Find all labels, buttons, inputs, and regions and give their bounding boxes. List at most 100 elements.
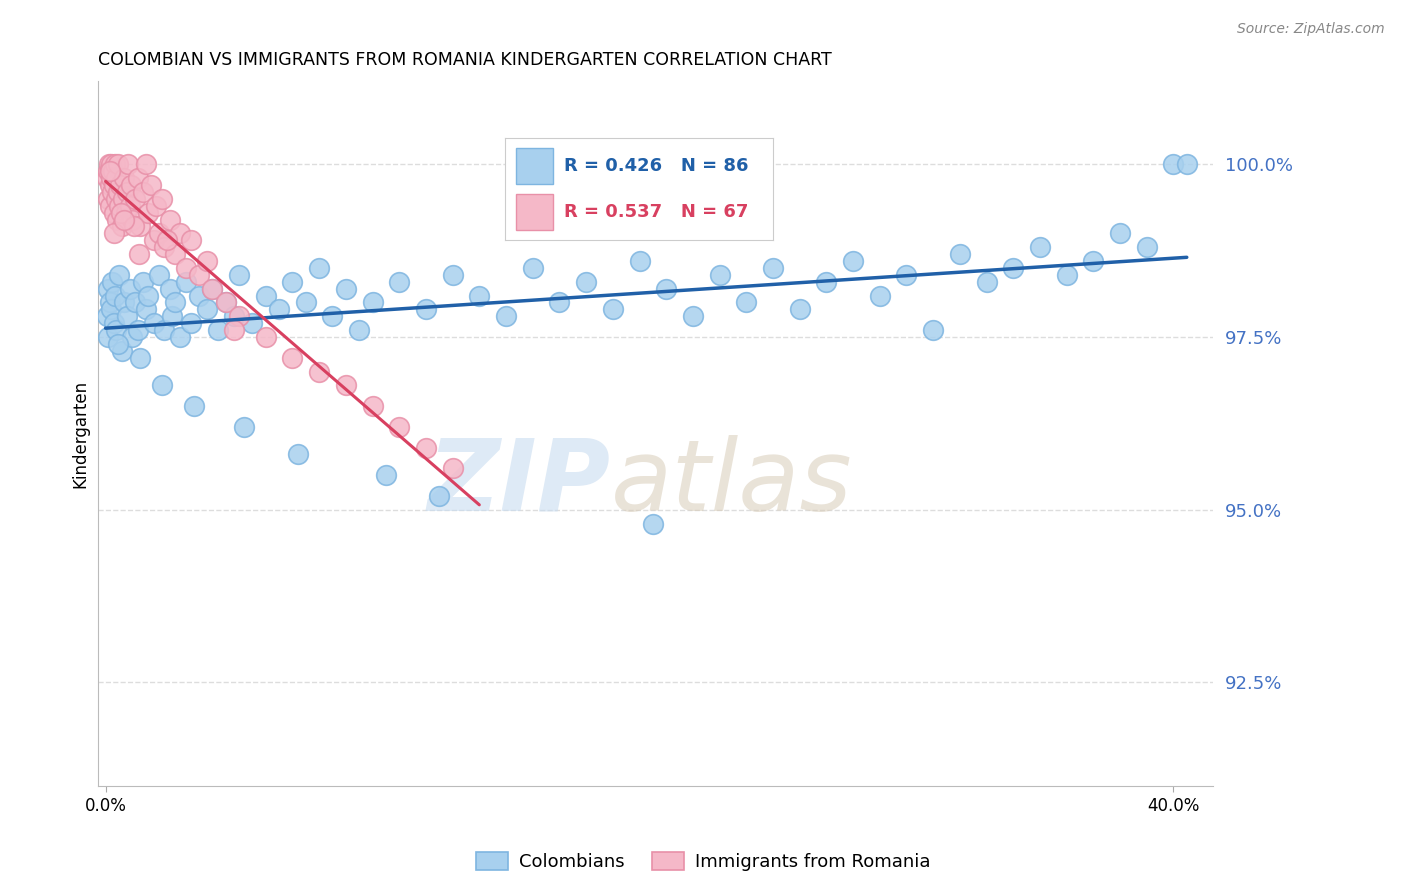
Y-axis label: Kindergarten: Kindergarten	[72, 380, 89, 488]
Point	[388, 275, 411, 289]
Point	[169, 227, 191, 241]
Point	[127, 323, 149, 337]
Point	[682, 310, 704, 324]
Point	[195, 254, 218, 268]
Point	[135, 157, 157, 171]
Point	[347, 323, 370, 337]
Point	[103, 178, 125, 192]
Point	[136, 288, 159, 302]
Point	[180, 233, 202, 247]
Point	[602, 302, 624, 317]
Point	[108, 199, 131, 213]
Point	[548, 295, 571, 310]
Point	[124, 295, 146, 310]
Point	[132, 185, 155, 199]
Point	[415, 441, 437, 455]
Text: atlas: atlas	[610, 434, 852, 532]
Text: COLOMBIAN VS IMMIGRANTS FROM ROMANIA KINDERGARTEN CORRELATION CHART: COLOMBIAN VS IMMIGRANTS FROM ROMANIA KIN…	[97, 51, 831, 69]
Point	[110, 178, 132, 192]
Point	[254, 330, 277, 344]
Point	[107, 185, 129, 199]
Point	[115, 185, 138, 199]
Point	[468, 288, 491, 302]
Point	[163, 247, 186, 261]
Point	[159, 282, 181, 296]
Point	[129, 351, 152, 365]
Point	[121, 212, 143, 227]
Point	[97, 164, 120, 178]
Point	[1029, 240, 1052, 254]
Point	[96, 171, 118, 186]
Point	[110, 205, 132, 219]
Point	[120, 178, 142, 192]
Point	[1136, 240, 1159, 254]
Point	[129, 219, 152, 234]
Point	[215, 295, 238, 310]
Point	[308, 365, 330, 379]
Point	[655, 282, 678, 296]
Point	[114, 205, 136, 219]
Point	[105, 212, 128, 227]
Point	[441, 268, 464, 282]
Point	[441, 461, 464, 475]
Point	[111, 192, 134, 206]
Point	[118, 199, 141, 213]
Point	[335, 282, 357, 296]
Point	[709, 268, 731, 282]
Point	[107, 337, 129, 351]
Point	[294, 295, 316, 310]
Point	[815, 275, 838, 289]
Point	[201, 282, 224, 296]
Point	[107, 157, 129, 171]
Text: Source: ZipAtlas.com: Source: ZipAtlas.com	[1237, 22, 1385, 37]
Point	[762, 260, 785, 275]
Point	[100, 171, 122, 186]
Point	[174, 275, 197, 289]
Point	[101, 185, 124, 199]
Point	[108, 268, 131, 282]
Point	[104, 192, 127, 206]
Point	[118, 282, 141, 296]
Point	[281, 351, 304, 365]
Point	[922, 323, 945, 337]
Point	[1175, 157, 1198, 171]
Point	[628, 254, 651, 268]
Point	[100, 157, 122, 171]
Point	[148, 268, 170, 282]
Point	[150, 192, 173, 206]
Point	[1002, 260, 1025, 275]
Point	[1109, 227, 1132, 241]
Point	[153, 240, 176, 254]
Point	[103, 316, 125, 330]
Point	[136, 205, 159, 219]
Point	[201, 282, 224, 296]
Point	[110, 219, 132, 234]
Legend: Colombians, Immigrants from Romania: Colombians, Immigrants from Romania	[468, 845, 938, 879]
Point	[842, 254, 865, 268]
Point	[124, 192, 146, 206]
Point	[1163, 157, 1185, 171]
Point	[97, 192, 120, 206]
Point	[112, 295, 135, 310]
Point	[101, 275, 124, 289]
Point	[180, 316, 202, 330]
Point	[242, 316, 264, 330]
Point	[100, 199, 122, 213]
Point	[104, 288, 127, 302]
Point	[735, 295, 758, 310]
Point	[142, 233, 165, 247]
Point	[495, 310, 517, 324]
Point	[1083, 254, 1105, 268]
Point	[162, 310, 184, 324]
Point	[98, 164, 121, 178]
Point	[789, 302, 811, 317]
Point	[1056, 268, 1078, 282]
Point	[641, 516, 664, 531]
Point	[121, 330, 143, 344]
Point	[183, 399, 205, 413]
Point	[103, 227, 125, 241]
Point	[122, 219, 145, 234]
Point	[97, 282, 120, 296]
Point	[145, 199, 167, 213]
Point	[321, 310, 343, 324]
